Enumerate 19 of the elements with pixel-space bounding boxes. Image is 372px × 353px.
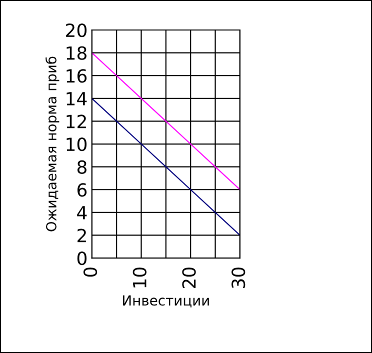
y-tick-label: 0	[77, 252, 87, 266]
y-axis-title: Ожидаемая норма приб	[46, 56, 60, 232]
y-tick-label: 14	[66, 92, 87, 106]
y-tick-label: 12	[66, 114, 86, 128]
line-series	[92, 52, 240, 190]
y-tick-label: 20	[66, 23, 87, 38]
y-tick-label: 8	[77, 160, 86, 174]
y-tick-label: 10	[66, 137, 87, 152]
x-tick-label: 20	[182, 268, 196, 288]
y-tick-label: 4	[77, 206, 87, 220]
y-tick-label: 2	[78, 228, 86, 242]
x-axis-title: Инвестиции	[123, 295, 209, 308]
line-series	[92, 98, 240, 236]
y-tick-label: 6	[77, 183, 87, 197]
y-tick-label: 16	[66, 69, 87, 83]
x-tick-label: 30	[232, 268, 246, 288]
x-tick-label: 10	[132, 268, 146, 288]
x-tick-label: 0	[83, 268, 98, 277]
y-tick-label: 18	[66, 46, 86, 60]
